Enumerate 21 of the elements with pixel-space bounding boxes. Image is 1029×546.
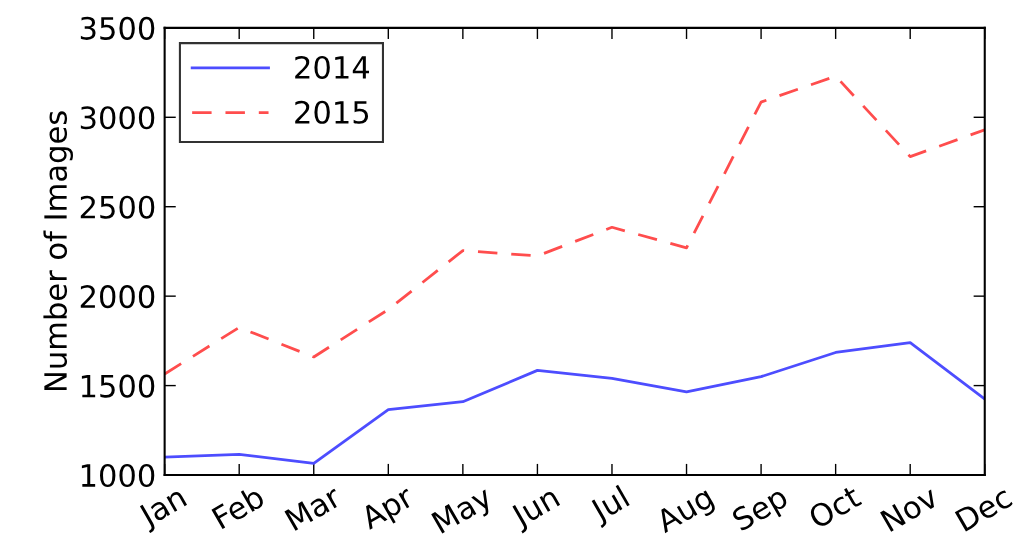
x-tick-label: Aug xyxy=(653,485,718,539)
legend-label: 2014 xyxy=(295,55,370,79)
x-tick-label: Oct xyxy=(807,484,863,530)
x-tick-label: May xyxy=(431,484,497,540)
y-tick-label: 2000 xyxy=(80,285,155,309)
x-tick-label: Apr xyxy=(358,484,419,536)
y-tick-label: 1500 xyxy=(81,374,155,398)
x-tick-label: Feb xyxy=(210,484,266,530)
y-tick-label: 1000 xyxy=(81,463,155,488)
x-tick-label: Dec xyxy=(954,485,1014,532)
legend-label: 2015 xyxy=(295,100,369,124)
x-tick-label: Sep xyxy=(730,484,792,537)
x-tick-label: Mar xyxy=(284,484,344,532)
y-tick-label: 3000 xyxy=(80,106,155,130)
line-series xyxy=(164,341,985,465)
x-tick-label: Jul xyxy=(587,484,633,528)
x-tick-label: Nov xyxy=(880,484,940,533)
y-tick-label: 2500 xyxy=(80,195,155,219)
y-axis-title: Number of Images xyxy=(43,111,73,391)
y-tick-label: 3500 xyxy=(80,16,155,40)
x-tick-label: Jun xyxy=(508,485,564,534)
